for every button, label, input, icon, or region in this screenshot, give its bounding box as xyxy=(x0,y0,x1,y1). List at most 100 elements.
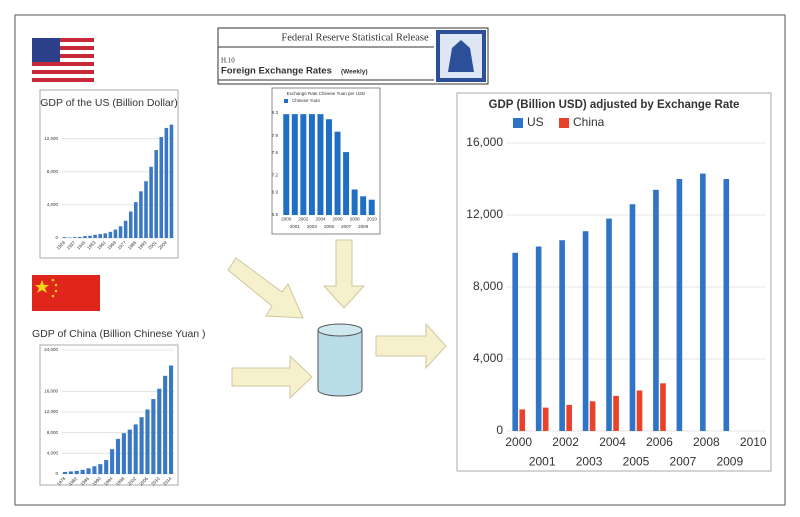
bar xyxy=(653,189,659,431)
x-tick-label: 2001 xyxy=(529,454,556,468)
bar xyxy=(343,152,350,215)
x-tick-label: 2014 xyxy=(162,476,173,487)
bar xyxy=(139,417,144,474)
y-tick-label: 4,000 xyxy=(473,351,503,365)
x-tick-label: 2002 xyxy=(298,217,309,222)
x-tick-label: 1990 xyxy=(91,476,102,487)
legend-label: China xyxy=(573,115,605,129)
x-tick-label: 2009 xyxy=(716,454,743,468)
bar xyxy=(159,137,164,238)
bar xyxy=(118,226,123,238)
bar xyxy=(636,390,643,431)
bar xyxy=(169,124,174,238)
y-tick-label: 4,000 xyxy=(47,202,59,207)
bar xyxy=(144,181,148,238)
bar xyxy=(88,235,92,238)
chart-title: GDP of China (Billion Chinese Yuan ) xyxy=(32,328,206,340)
chart-title: GDP (Billion USD) adjusted by Exchange R… xyxy=(489,99,740,111)
fed-header: Federal Reserve Statistical Release H.10… xyxy=(217,27,489,85)
arrow xyxy=(375,322,447,370)
y-tick-label: 0 xyxy=(496,423,503,437)
x-tick-label: 1985 xyxy=(127,240,138,251)
y-tick-label: 7.2 xyxy=(272,173,279,178)
x-tick-label: 1953 xyxy=(86,240,97,251)
x-tick-label: 1982 xyxy=(68,476,79,487)
chart-title: GDP of the US (Billion Dollar) xyxy=(40,97,178,109)
bar xyxy=(629,204,636,431)
bar xyxy=(535,246,542,431)
legend-swatch xyxy=(513,118,523,128)
legend-swatch xyxy=(284,99,288,103)
x-tick-label: 2008 xyxy=(350,217,361,222)
header-title: Federal Reserve Statistical Release xyxy=(281,32,429,43)
x-tick-label: 1945 xyxy=(76,240,87,251)
bar xyxy=(723,179,730,431)
y-tick-label: 4,000 xyxy=(47,451,59,456)
y-tick-label: 0 xyxy=(55,471,58,476)
china-flag xyxy=(32,275,100,311)
bar xyxy=(168,365,174,474)
bar xyxy=(128,211,133,238)
bar xyxy=(121,433,126,474)
x-tick-label: 2002 xyxy=(127,476,138,487)
x-tick-label: 1978 xyxy=(56,476,67,487)
bar xyxy=(308,114,315,215)
x-tick-label: 1998 xyxy=(115,476,126,487)
bar xyxy=(283,114,290,215)
bar xyxy=(676,179,683,431)
bar xyxy=(98,464,103,474)
bar xyxy=(113,229,118,238)
x-tick-label: 2003 xyxy=(307,224,318,229)
x-tick-label: 2004 xyxy=(599,435,626,449)
bar xyxy=(104,460,109,474)
bar xyxy=(351,189,358,215)
x-tick-label: 2001 xyxy=(147,240,158,251)
bar xyxy=(74,470,79,474)
x-tick-label: 2005 xyxy=(324,224,335,229)
x-tick-label: 2007 xyxy=(341,224,352,229)
bar xyxy=(163,375,168,474)
bar xyxy=(83,236,87,238)
x-tick-label: 2000 xyxy=(505,435,532,449)
bar xyxy=(291,114,298,215)
arrow xyxy=(322,239,366,309)
x-tick-label: 2004 xyxy=(315,217,326,222)
bar xyxy=(80,469,85,474)
bar xyxy=(300,114,307,215)
bar xyxy=(606,218,612,431)
bar xyxy=(157,388,162,474)
y-tick-label: 7.6 xyxy=(272,150,279,155)
x-tick-label: 2007 xyxy=(670,454,697,468)
x-tick-label: 2001 xyxy=(290,224,301,229)
x-tick-label: 1937 xyxy=(66,240,77,251)
legend-label: Chinese Yuan xyxy=(292,98,320,103)
y-tick-label: 8.3 xyxy=(272,110,279,115)
bar xyxy=(519,409,526,431)
y-tick-label: 16,000 xyxy=(44,389,58,394)
bar xyxy=(154,150,158,238)
bar xyxy=(334,131,341,215)
bar xyxy=(512,252,519,431)
header-name: Foreign Exchange Rates xyxy=(221,66,332,77)
arrow xyxy=(227,257,304,319)
x-tick-label: 2009 xyxy=(157,240,168,251)
y-tick-label: 8,000 xyxy=(473,279,503,293)
x-tick-label: 2006 xyxy=(646,435,673,449)
x-tick-label: 1993 xyxy=(137,240,148,251)
bar xyxy=(559,240,565,431)
bar xyxy=(317,114,324,215)
x-tick-label: 2008 xyxy=(693,435,720,449)
y-tick-label: 12,000 xyxy=(44,409,58,414)
bar xyxy=(98,234,102,238)
bar xyxy=(660,383,666,431)
y-tick-label: 12,000 xyxy=(466,207,503,221)
y-tick-label: 8,000 xyxy=(47,430,59,435)
legend-swatch xyxy=(559,118,569,128)
bar xyxy=(93,234,97,238)
bar xyxy=(123,220,128,238)
bar xyxy=(149,166,153,238)
bar xyxy=(151,399,156,474)
header-frequency: (Weekly) xyxy=(341,69,368,76)
x-tick-label: 2009 xyxy=(358,224,369,229)
bar xyxy=(360,196,367,215)
